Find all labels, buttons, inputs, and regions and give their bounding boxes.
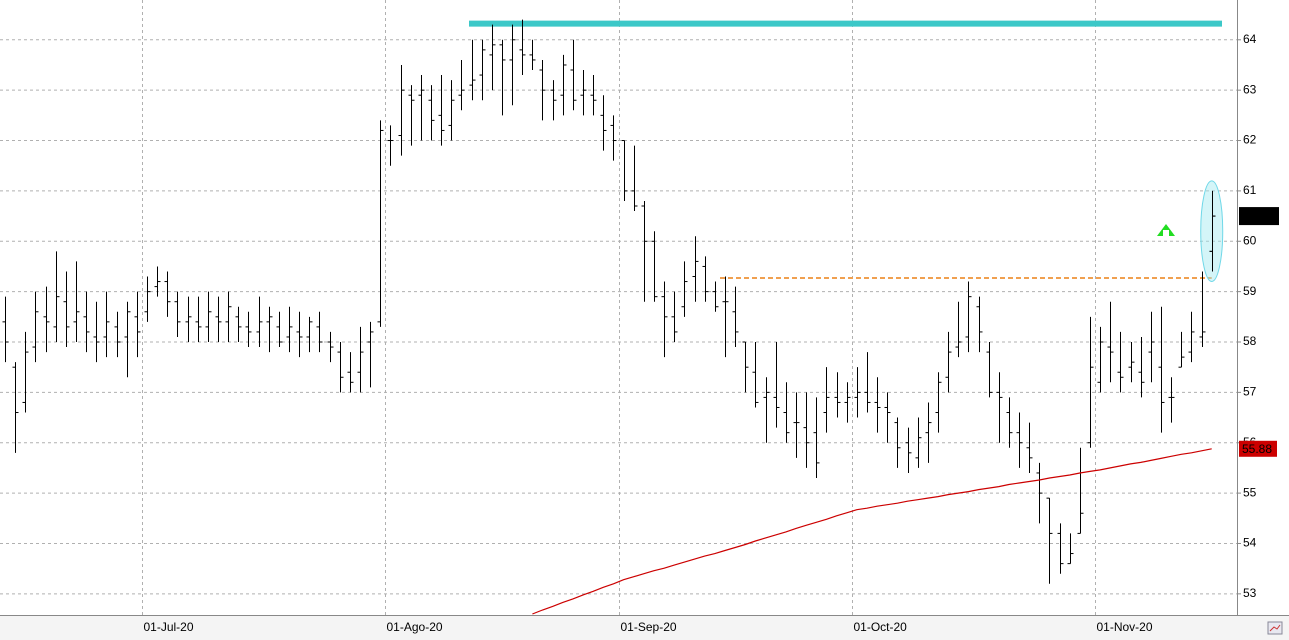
last-value-box — [1239, 440, 1277, 457]
up-arrow — [1157, 224, 1175, 236]
y-tick-label: 60 — [1243, 233, 1257, 247]
y-tick-label: 62 — [1243, 133, 1257, 147]
corner-icon — [1267, 621, 1283, 635]
y-tick-label: 53 — [1243, 586, 1257, 600]
y-tick-label: 58 — [1243, 334, 1257, 348]
y-tick-label: 54 — [1243, 536, 1257, 550]
x-tick-label: 01-Sep-20 — [621, 620, 677, 634]
last-value-label: 55.88 — [1242, 442, 1272, 456]
y-tick-label: 63 — [1243, 82, 1257, 96]
y-tick-label: 59 — [1243, 284, 1257, 298]
moving-average — [532, 448, 1212, 615]
x-tick-label: 01-Nov-20 — [1097, 620, 1153, 634]
y-tick-label: 64 — [1243, 32, 1257, 46]
x-tick-label: 01-Ago-20 — [387, 620, 443, 634]
x-tick-label: 01-Jul-20 — [144, 620, 194, 634]
x-axis-strip — [0, 616, 1289, 640]
y-tick-label: 57 — [1243, 385, 1257, 399]
x-tick-label: 01-Oct-20 — [854, 620, 908, 634]
last-price-box — [1239, 207, 1279, 226]
y-tick-label: 61 — [1243, 183, 1257, 197]
highlight-ellipse — [1200, 180, 1224, 282]
y-tick-label: 55 — [1243, 485, 1257, 499]
